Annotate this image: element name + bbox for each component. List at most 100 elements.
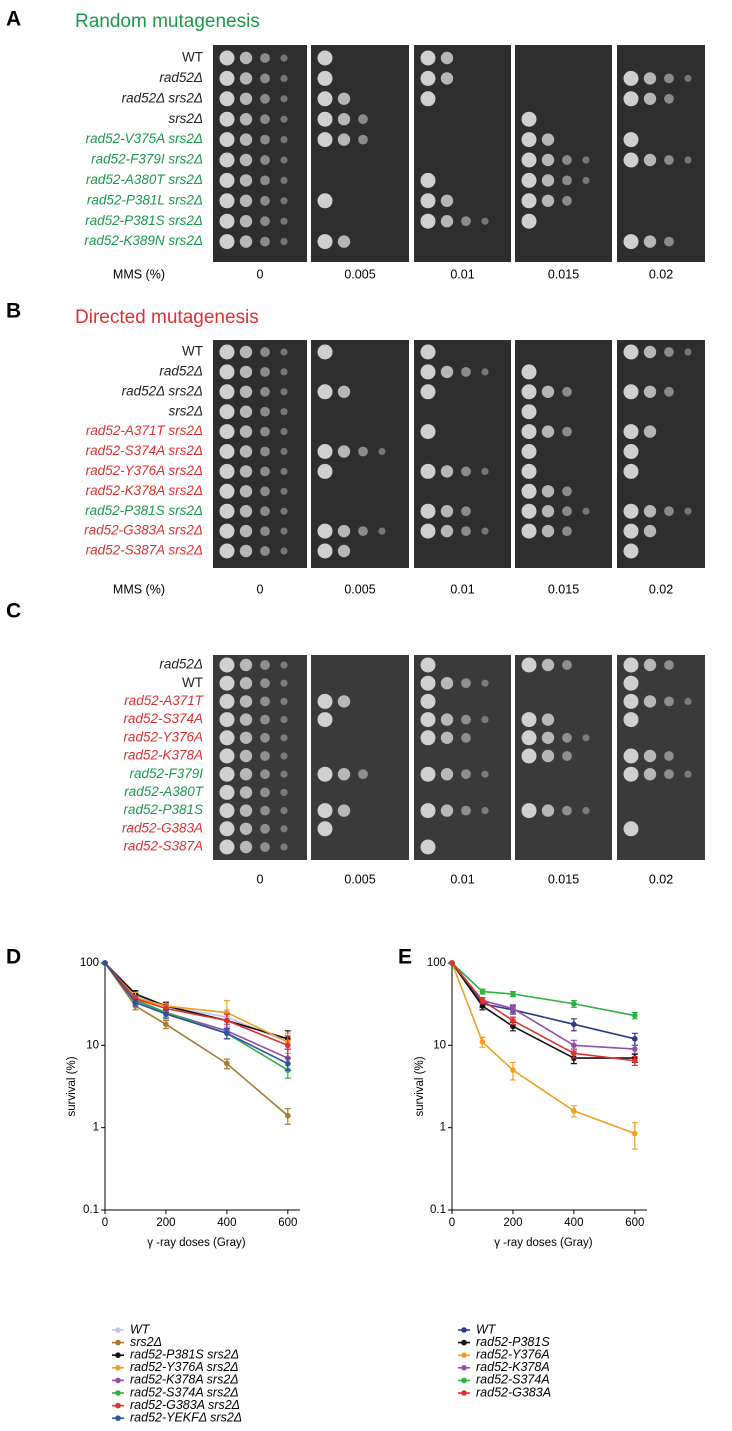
yeast-spot (358, 769, 368, 780)
yeast-spot (219, 657, 235, 673)
yeast-spot (461, 769, 471, 780)
yeast-spot (521, 384, 537, 400)
yeast-spot (260, 696, 270, 707)
legend-label: rad52-Y376A srs2Δ (130, 1360, 239, 1374)
concentration-label: 0.02 (649, 582, 673, 596)
yeast-spot (643, 749, 657, 763)
y-tick-label: 1 (93, 1122, 99, 1134)
yeast-spot (461, 367, 471, 377)
legend-marker (461, 1339, 467, 1346)
yeast-spot (541, 153, 555, 167)
yeast-spot (623, 543, 639, 559)
yeast-spot (260, 73, 270, 84)
yeast-spot (562, 195, 572, 206)
strain-label: rad52-K378A (123, 748, 203, 763)
strain-label: rad52Δ (159, 70, 203, 85)
yeast-spot (541, 749, 555, 763)
yeast-spot (280, 74, 288, 82)
yeast-spot (239, 695, 253, 708)
yeast-spot (280, 348, 288, 356)
yeast-spot (317, 70, 333, 86)
strain-label: rad52-A371T srs2Δ (86, 423, 203, 438)
yeast-spot (239, 133, 253, 146)
legend-marker (115, 1352, 121, 1358)
yeast-spot (521, 424, 537, 440)
yeast-spot (260, 506, 270, 517)
concentration-label: 0.005 (344, 582, 375, 596)
yeast-spot (280, 115, 288, 123)
strain-label: WT (182, 675, 203, 690)
strain-label: rad52-A371T (124, 693, 205, 708)
yeast-spot (280, 734, 288, 742)
data-point (479, 1003, 486, 1009)
yeast-spot (219, 693, 235, 709)
yeast-spot (420, 70, 436, 86)
legend-marker (461, 1327, 467, 1333)
strain-label: rad52-P381S (123, 802, 203, 817)
yeast-spot (219, 172, 235, 188)
yeast-spot (219, 730, 235, 746)
yeast-spot (582, 734, 590, 742)
x-tick-label: 200 (503, 1217, 522, 1229)
yeast-spot (260, 386, 270, 397)
yeast-spot (562, 386, 572, 397)
yeast-spot (219, 70, 235, 86)
yeast-spot (541, 133, 555, 146)
legend-label: rad52-S374A srs2Δ (130, 1385, 239, 1399)
legend-marker (115, 1415, 121, 1421)
yeast-spot (260, 114, 270, 125)
yeast-spot (280, 825, 288, 833)
yeast-spot (643, 695, 657, 708)
yeast-spot (541, 425, 555, 438)
yeast-spot (440, 365, 454, 379)
yeast-spot (239, 465, 253, 478)
panel-letter: B (6, 300, 21, 323)
legend-marker (115, 1339, 121, 1346)
concentration-label: 0.015 (548, 267, 579, 281)
yeast-spot (317, 543, 333, 559)
strain-label: WT (182, 344, 203, 359)
strain-label: WT (182, 50, 203, 65)
yeast-spot (260, 236, 270, 247)
legend-label: rad52-G383A (476, 1385, 551, 1399)
yeast-spot (317, 444, 333, 459)
yeast-spot (260, 842, 270, 852)
yeast-spot (337, 113, 351, 126)
legend-label: rad52-S374A (476, 1373, 550, 1387)
yeast-spot (239, 445, 253, 458)
yeast-spot (358, 446, 368, 457)
yeast-spot (239, 840, 253, 854)
yeast-spot (623, 693, 639, 709)
y-tick-label: 1 (440, 1122, 446, 1134)
yeast-spot (481, 368, 489, 376)
yeast-spot (260, 406, 270, 417)
yeast-spot (643, 425, 657, 438)
data-point (510, 1005, 516, 1012)
yeast-spot (521, 444, 537, 459)
yeast-spot (481, 679, 489, 687)
yeast-spot (440, 465, 454, 478)
yeast-spot (623, 444, 639, 459)
data-point (285, 1060, 291, 1067)
yeast-spot (521, 463, 537, 479)
yeast-spot (317, 344, 333, 360)
yeast-spot (239, 215, 253, 228)
yeast-spot (260, 347, 270, 357)
yeast-spot (219, 463, 235, 479)
axis-label: MMS (%) (113, 582, 165, 596)
yeast-spot (440, 51, 454, 65)
legend-label: rad52-YEKFΔ srs2Δ (130, 1410, 242, 1424)
x-axis-label: γ -ray doses (Gray) (147, 1237, 246, 1249)
yeast-spot (239, 505, 253, 518)
yeast-spot (461, 714, 471, 725)
yeast-spot (260, 367, 270, 377)
yeast-spot (684, 770, 692, 778)
strain-label: rad52-V375A srs2Δ (86, 131, 203, 146)
yeast-spot (219, 675, 235, 691)
yeast-spot (219, 193, 235, 209)
yeast-spot (280, 238, 288, 246)
yeast-spot (623, 344, 639, 360)
yeast-spot (280, 661, 288, 669)
yeast-spot (219, 91, 235, 107)
